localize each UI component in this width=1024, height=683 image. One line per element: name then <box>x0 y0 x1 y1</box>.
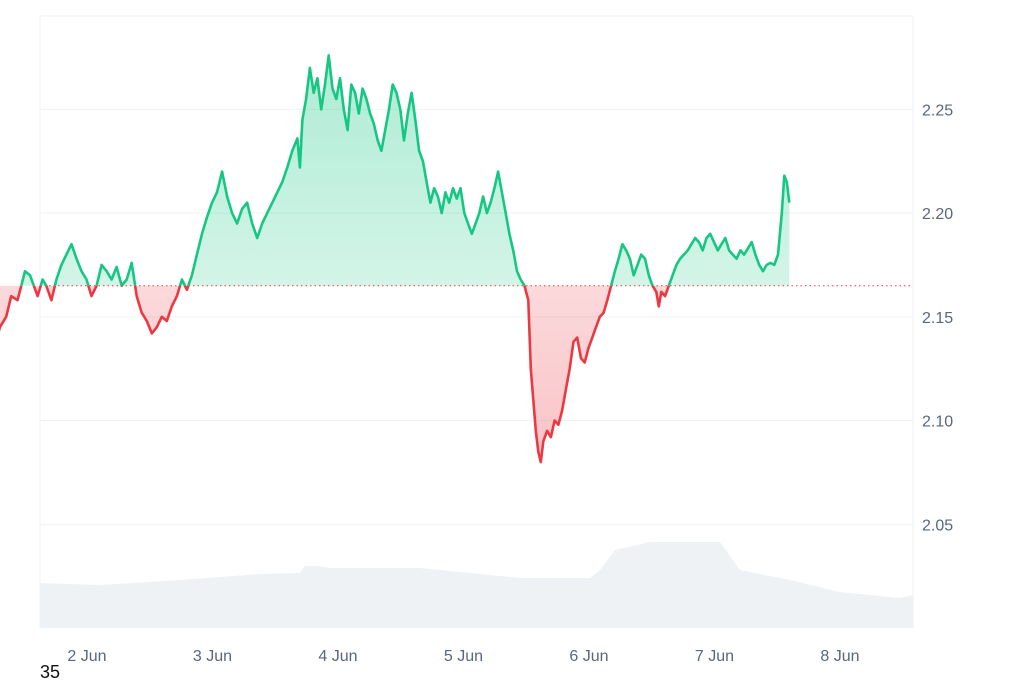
x-tick-label: 6 Jun <box>569 648 608 665</box>
x-tick-label: 4 Jun <box>318 648 357 665</box>
y-axis: 2.25 2.20 2.15 2.10 2.05 <box>922 102 953 534</box>
area-fill-below-baseline <box>0 285 790 462</box>
price-line <box>0 54 791 464</box>
chart-gridlines <box>39 15 914 628</box>
price-line-below-baseline <box>0 285 671 464</box>
y-tick-label: 2.05 <box>922 517 953 534</box>
x-axis: 2 Jun 3 Jun 4 Jun 5 Jun 6 Jun 7 Jun 8 Jun <box>67 648 859 665</box>
area-fill-above-baseline <box>21 55 790 286</box>
y-tick-label: 2.20 <box>922 206 953 223</box>
x-tick-label: 2 Jun <box>67 648 106 665</box>
x-tick-label: 7 Jun <box>695 648 734 665</box>
x-tick-label: 5 Jun <box>444 648 483 665</box>
y-tick-label: 2.15 <box>922 310 953 327</box>
y-tick-label: 2.10 <box>922 414 953 431</box>
price-line-above-baseline <box>19 54 791 286</box>
volume-area <box>40 542 913 628</box>
area-fills <box>0 55 790 462</box>
x-tick-label: 3 Jun <box>193 648 232 665</box>
y-tick-label: 2.25 <box>922 102 953 119</box>
x-tick-label: 8 Jun <box>820 648 859 665</box>
corner-label: 35 <box>40 662 61 682</box>
